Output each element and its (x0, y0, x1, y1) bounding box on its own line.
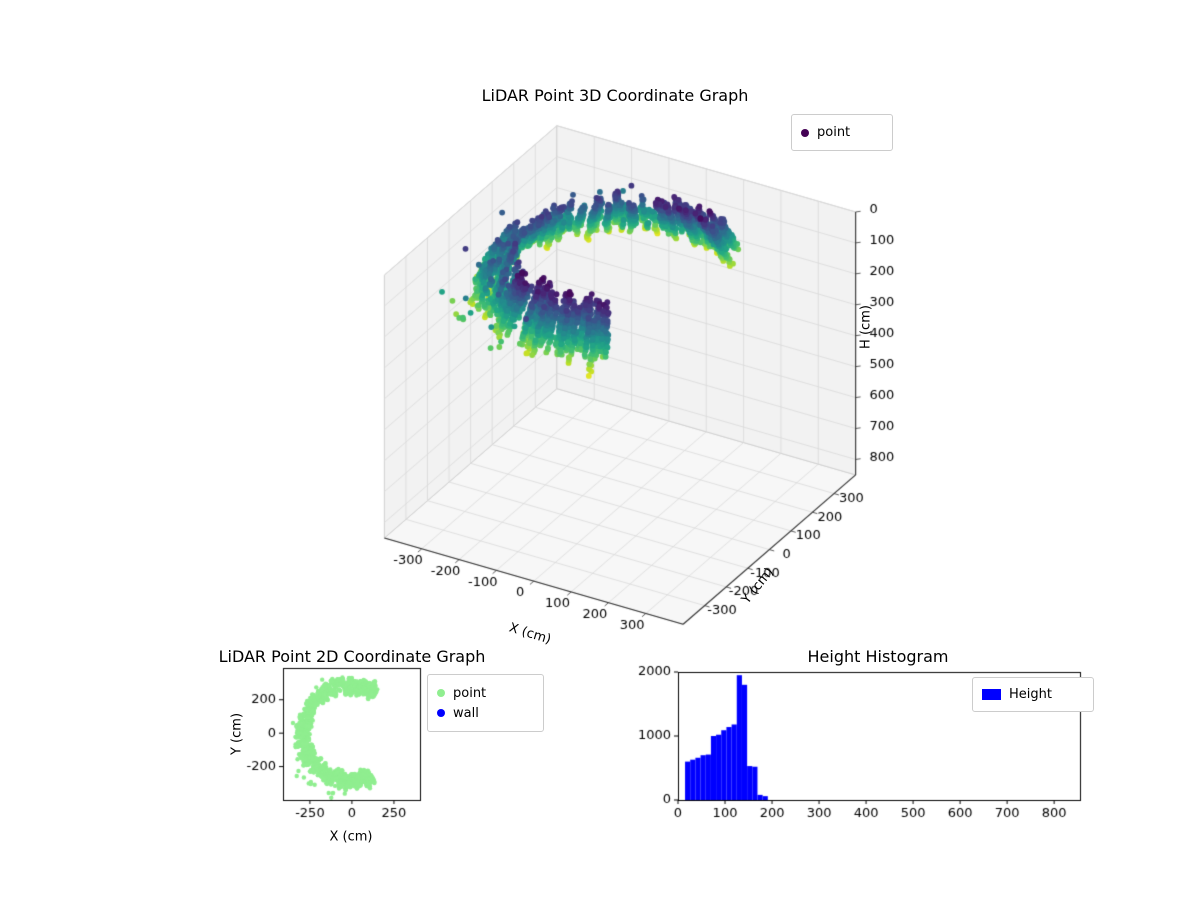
legend-label-height: Height (1009, 687, 1052, 702)
legend-entry-point: point (437, 686, 534, 701)
wall-marker-icon (437, 709, 445, 717)
plot2d-title: LiDAR Point 2D Coordinate Graph (218, 647, 486, 666)
plot3d-zlabel: H (cm) (858, 305, 874, 349)
plot2d-legend: point wall (427, 674, 544, 732)
plot3d-title: LiDAR Point 3D Coordinate Graph (481, 86, 749, 105)
legend-entry-height: Height (982, 687, 1084, 702)
legend-label-wall: wall (453, 705, 479, 721)
legend-label-point: point (817, 125, 851, 140)
histogram-legend: Height (972, 677, 1094, 712)
plot3d-legend: point (791, 114, 893, 151)
plot2d-xlabel: X (cm) (329, 829, 373, 845)
legend-label-point: point (453, 685, 487, 701)
legend-entry-wall: wall (437, 706, 534, 721)
plot2d-ylabel: Y (cm) (229, 712, 245, 756)
point-marker-icon (801, 128, 809, 137)
legend-entry-point: point (801, 125, 883, 140)
histogram-title: Height Histogram (807, 647, 949, 666)
height-marker-icon (982, 689, 1001, 700)
point-marker-icon (437, 689, 445, 697)
